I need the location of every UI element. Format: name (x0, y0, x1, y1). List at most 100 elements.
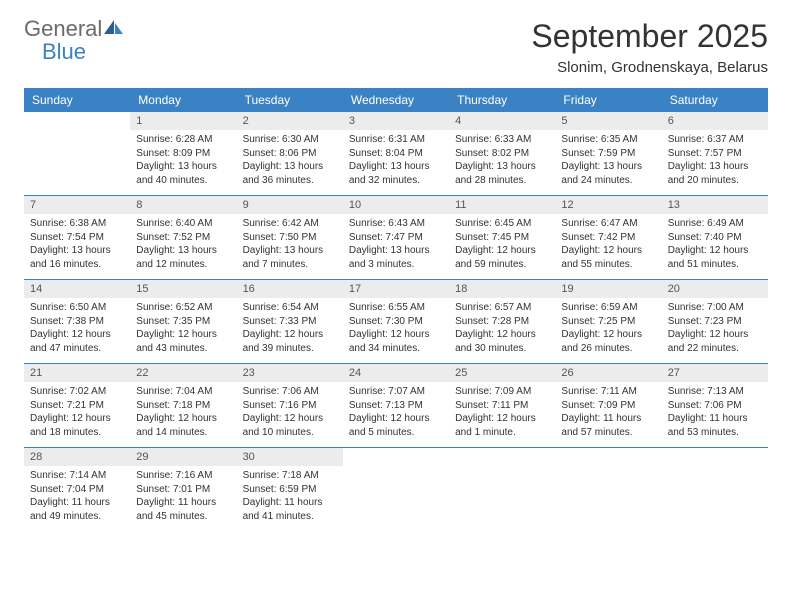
calendar-table: Sunday Monday Tuesday Wednesday Thursday… (24, 88, 768, 531)
dow-row: Sunday Monday Tuesday Wednesday Thursday… (24, 88, 768, 112)
dow-sunday: Sunday (24, 88, 130, 112)
day-number: 9 (237, 196, 343, 214)
sunset-line: Sunset: 7:45 PM (455, 231, 549, 245)
sunset-line: Sunset: 7:30 PM (349, 315, 443, 329)
day-cell: 24Sunrise: 7:07 AMSunset: 7:13 PMDayligh… (343, 364, 449, 448)
title-block: September 2025 Slonim, Grodnenskaya, Bel… (531, 18, 768, 76)
day-body: Sunrise: 6:43 AMSunset: 7:47 PMDaylight:… (343, 214, 449, 279)
page-title: September 2025 (531, 18, 768, 55)
sunset-line: Sunset: 7:18 PM (136, 399, 230, 413)
sunset-line: Sunset: 7:11 PM (455, 399, 549, 413)
dow-thursday: Thursday (449, 88, 555, 112)
day-cell (662, 448, 768, 532)
day-body: Sunrise: 6:54 AMSunset: 7:33 PMDaylight:… (237, 298, 343, 363)
day-cell: 18Sunrise: 6:57 AMSunset: 7:28 PMDayligh… (449, 280, 555, 364)
sunset-line: Sunset: 7:54 PM (30, 231, 124, 245)
sunset-line: Sunset: 7:38 PM (30, 315, 124, 329)
sunset-line: Sunset: 7:01 PM (136, 483, 230, 497)
day-body: Sunrise: 7:16 AMSunset: 7:01 PMDaylight:… (130, 466, 236, 531)
daylight-line: Daylight: 12 hours and 34 minutes. (349, 328, 443, 355)
day-body: Sunrise: 6:59 AMSunset: 7:25 PMDaylight:… (555, 298, 661, 363)
day-body: Sunrise: 6:49 AMSunset: 7:40 PMDaylight:… (662, 214, 768, 279)
sunrise-line: Sunrise: 6:57 AM (455, 301, 549, 315)
sunset-line: Sunset: 7:21 PM (30, 399, 124, 413)
sunset-line: Sunset: 7:35 PM (136, 315, 230, 329)
sunrise-line: Sunrise: 6:40 AM (136, 217, 230, 231)
day-number: 13 (662, 196, 768, 214)
day-number: 19 (555, 280, 661, 298)
sunrise-line: Sunrise: 6:28 AM (136, 133, 230, 147)
sunrise-line: Sunrise: 6:55 AM (349, 301, 443, 315)
day-number: 18 (449, 280, 555, 298)
day-body: Sunrise: 6:37 AMSunset: 7:57 PMDaylight:… (662, 130, 768, 195)
daylight-line: Daylight: 13 hours and 28 minutes. (455, 160, 549, 187)
day-cell (555, 448, 661, 532)
day-body: Sunrise: 6:38 AMSunset: 7:54 PMDaylight:… (24, 214, 130, 279)
day-number: 26 (555, 364, 661, 382)
daylight-line: Daylight: 12 hours and 10 minutes. (243, 412, 337, 439)
logo-text: General Blue (24, 18, 124, 64)
day-cell: 22Sunrise: 7:04 AMSunset: 7:18 PMDayligh… (130, 364, 236, 448)
daylight-line: Daylight: 13 hours and 12 minutes. (136, 244, 230, 271)
daylight-line: Daylight: 12 hours and 51 minutes. (668, 244, 762, 271)
day-cell: 5Sunrise: 6:35 AMSunset: 7:59 PMDaylight… (555, 112, 661, 196)
daylight-line: Daylight: 12 hours and 43 minutes. (136, 328, 230, 355)
day-number: 25 (449, 364, 555, 382)
sunrise-line: Sunrise: 6:30 AM (243, 133, 337, 147)
daylight-line: Daylight: 12 hours and 39 minutes. (243, 328, 337, 355)
sunset-line: Sunset: 7:57 PM (668, 147, 762, 161)
daylight-line: Daylight: 12 hours and 59 minutes. (455, 244, 549, 271)
day-body: Sunrise: 6:47 AMSunset: 7:42 PMDaylight:… (555, 214, 661, 279)
day-body: Sunrise: 6:40 AMSunset: 7:52 PMDaylight:… (130, 214, 236, 279)
day-body (662, 465, 768, 527)
dow-wednesday: Wednesday (343, 88, 449, 112)
sunrise-line: Sunrise: 6:38 AM (30, 217, 124, 231)
sunset-line: Sunset: 8:09 PM (136, 147, 230, 161)
day-cell: 14Sunrise: 6:50 AMSunset: 7:38 PMDayligh… (24, 280, 130, 364)
location-text: Slonim, Grodnenskaya, Belarus (531, 59, 768, 76)
sunset-line: Sunset: 7:52 PM (136, 231, 230, 245)
sunrise-line: Sunrise: 7:14 AM (30, 469, 124, 483)
day-number: 4 (449, 112, 555, 130)
daylight-line: Daylight: 11 hours and 49 minutes. (30, 496, 124, 523)
day-body: Sunrise: 6:57 AMSunset: 7:28 PMDaylight:… (449, 298, 555, 363)
day-cell: 3Sunrise: 6:31 AMSunset: 8:04 PMDaylight… (343, 112, 449, 196)
day-body: Sunrise: 6:45 AMSunset: 7:45 PMDaylight:… (449, 214, 555, 279)
day-cell: 7Sunrise: 6:38 AMSunset: 7:54 PMDaylight… (24, 196, 130, 280)
day-body: Sunrise: 7:14 AMSunset: 7:04 PMDaylight:… (24, 466, 130, 531)
sunset-line: Sunset: 6:59 PM (243, 483, 337, 497)
daylight-line: Daylight: 12 hours and 55 minutes. (561, 244, 655, 271)
sunset-line: Sunset: 8:02 PM (455, 147, 549, 161)
day-body: Sunrise: 6:28 AMSunset: 8:09 PMDaylight:… (130, 130, 236, 195)
sunrise-line: Sunrise: 6:52 AM (136, 301, 230, 315)
daylight-line: Daylight: 13 hours and 20 minutes. (668, 160, 762, 187)
day-number: 30 (237, 448, 343, 466)
sunrise-line: Sunrise: 7:07 AM (349, 385, 443, 399)
day-number: 11 (449, 196, 555, 214)
day-number (343, 448, 449, 465)
day-number: 29 (130, 448, 236, 466)
day-number: 8 (130, 196, 236, 214)
sunset-line: Sunset: 7:42 PM (561, 231, 655, 245)
sunrise-line: Sunrise: 6:33 AM (455, 133, 549, 147)
day-body: Sunrise: 6:42 AMSunset: 7:50 PMDaylight:… (237, 214, 343, 279)
day-cell: 13Sunrise: 6:49 AMSunset: 7:40 PMDayligh… (662, 196, 768, 280)
sunrise-line: Sunrise: 7:18 AM (243, 469, 337, 483)
daylight-line: Daylight: 11 hours and 53 minutes. (668, 412, 762, 439)
day-cell (24, 112, 130, 196)
logo: General Blue (24, 18, 124, 64)
sunrise-line: Sunrise: 7:00 AM (668, 301, 762, 315)
day-body (343, 465, 449, 527)
sunset-line: Sunset: 7:28 PM (455, 315, 549, 329)
day-number (662, 448, 768, 465)
sunset-line: Sunset: 7:47 PM (349, 231, 443, 245)
day-body: Sunrise: 7:06 AMSunset: 7:16 PMDaylight:… (237, 382, 343, 447)
daylight-line: Daylight: 12 hours and 22 minutes. (668, 328, 762, 355)
sunset-line: Sunset: 7:33 PM (243, 315, 337, 329)
week-row: 1Sunrise: 6:28 AMSunset: 8:09 PMDaylight… (24, 112, 768, 196)
day-number: 2 (237, 112, 343, 130)
day-cell: 12Sunrise: 6:47 AMSunset: 7:42 PMDayligh… (555, 196, 661, 280)
daylight-line: Daylight: 12 hours and 5 minutes. (349, 412, 443, 439)
sunrise-line: Sunrise: 7:11 AM (561, 385, 655, 399)
day-cell: 30Sunrise: 7:18 AMSunset: 6:59 PMDayligh… (237, 448, 343, 532)
